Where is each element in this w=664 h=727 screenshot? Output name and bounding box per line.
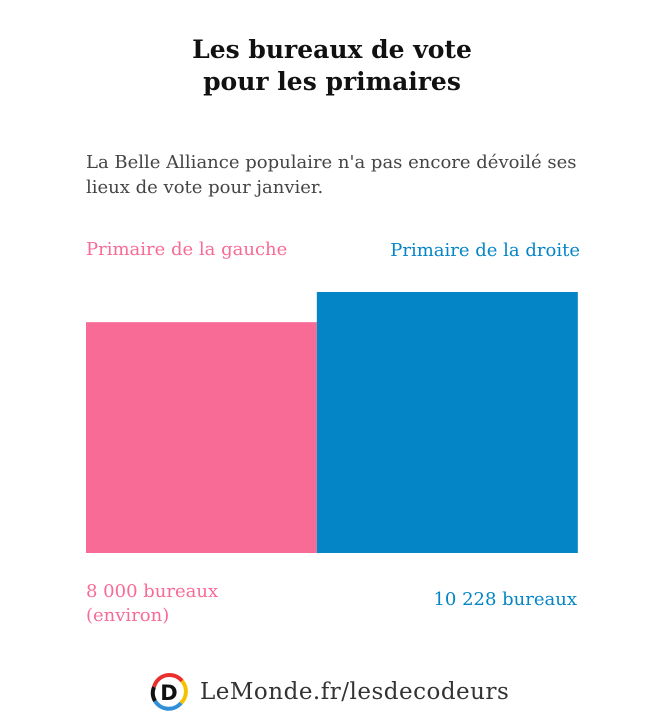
svg-text:D: D	[160, 681, 177, 705]
chart-subtitle: La Belle Alliance populaire n'a pas enco…	[86, 152, 577, 198]
value-label-left: 8 000 bureaux (environ)	[86, 580, 218, 628]
footer: D LeMonde.fr/lesdecodeurs	[148, 671, 509, 713]
title-line-2: pour les primaires	[203, 67, 461, 96]
bar-gauche	[86, 322, 317, 553]
chart-title: Les bureaux de vote pour les primaires	[0, 34, 664, 98]
value-note-left: (environ)	[86, 605, 170, 626]
title-line-1: Les bureaux de vote	[192, 35, 472, 64]
value-label-right: 10 228 bureaux	[433, 589, 577, 610]
footer-link[interactable]: LeMonde.fr/lesdecodeurs	[200, 679, 510, 705]
category-label-right: Primaire de la droite	[390, 240, 580, 261]
value-text-left: 8 000 bureaux	[86, 581, 219, 602]
bar-droite	[316, 292, 578, 553]
category-label-left: Primaire de la gauche	[86, 239, 288, 260]
decodeurs-logo-icon: D	[150, 673, 188, 711]
